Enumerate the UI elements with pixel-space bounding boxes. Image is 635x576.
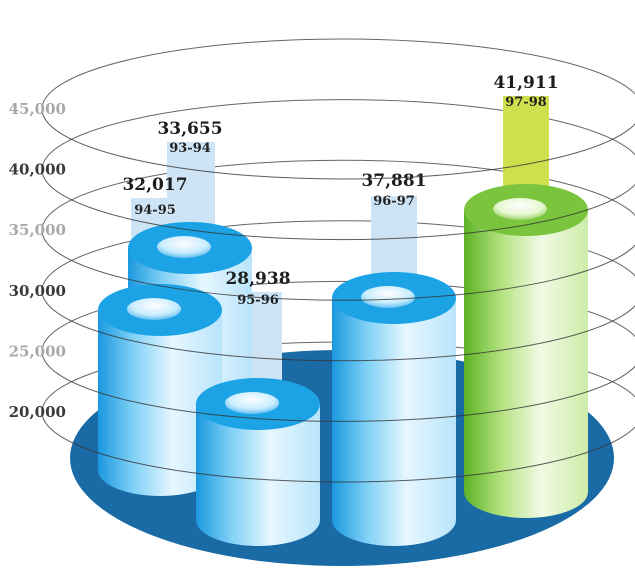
grid-ring-front	[41, 169, 635, 241]
category-label: 95-96	[237, 293, 279, 308]
grid-ring-back	[41, 280, 635, 352]
grid-ring-front	[41, 230, 635, 301]
grid-rings-back	[41, 38, 635, 413]
bar-hole	[361, 286, 415, 308]
bar-hole	[225, 392, 279, 414]
category-label: 94-95	[134, 203, 176, 218]
y-tick-label: 25,000	[9, 342, 66, 360]
y-tick-label: 40,000	[9, 161, 66, 179]
bar-94-95	[98, 284, 222, 496]
grid-ring-front	[41, 351, 635, 422]
bar-hole	[493, 198, 547, 220]
bar-side	[98, 310, 222, 496]
value-label: 32,017	[122, 175, 187, 195]
grid-ring-front	[41, 290, 635, 362]
value-label: 37,881	[361, 171, 426, 191]
y-tick-label: 20,000	[9, 403, 66, 421]
y-tick-label: 35,000	[9, 221, 66, 239]
value-label: 33,655	[157, 119, 222, 139]
grid-ring-back	[41, 220, 635, 291]
value-label: 28,938	[225, 269, 290, 289]
grid-ring-back	[41, 38, 635, 110]
category-label: 93-94	[169, 141, 211, 156]
y-tick-label: 30,000	[9, 282, 66, 300]
grid-ring-back	[41, 159, 635, 231]
y-axis-ticks: 45,000 40,000 35,000 30,000 25,000 20,000	[9, 100, 66, 421]
bar-side	[332, 298, 456, 546]
value-label: 41,911	[493, 73, 558, 93]
grid-ring-front	[41, 108, 635, 180]
grid-rings-front	[41, 108, 635, 483]
grid-ring-back	[41, 99, 635, 170]
bar-96-97	[332, 272, 456, 546]
bar-hole	[127, 298, 181, 320]
bar-hole	[157, 236, 211, 258]
bar-side	[464, 210, 588, 518]
grid-ring-front	[41, 411, 635, 483]
bar-95-96	[196, 378, 320, 546]
bar-side	[196, 404, 320, 546]
bars: 33,655 93-94 32,017 94-95 28,938 95-96 37,881 9…	[98, 73, 588, 546]
bar-97-98	[464, 184, 588, 518]
y-tick-label: 45,000	[9, 100, 66, 118]
category-label: 96-97	[373, 194, 415, 209]
category-label: 97-98	[505, 95, 547, 110]
